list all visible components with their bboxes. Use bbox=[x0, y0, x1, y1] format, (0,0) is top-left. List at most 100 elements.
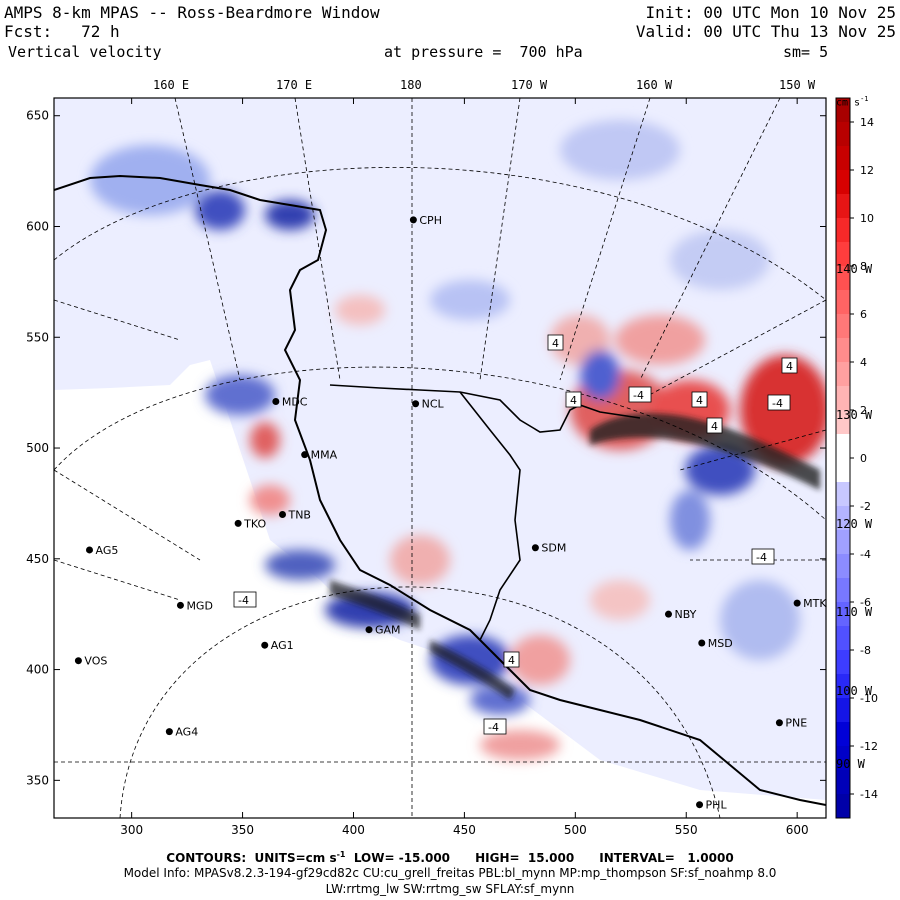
colorbar-swatch bbox=[836, 458, 850, 483]
station-label: AG4 bbox=[175, 726, 198, 739]
x-axis-ticks: 300 350 400 450 500 550 600 bbox=[120, 98, 809, 837]
station-dot bbox=[272, 398, 280, 406]
contour-label-text: 4 bbox=[570, 394, 577, 407]
station-dot bbox=[165, 728, 173, 736]
x-tick-label: 450 bbox=[453, 823, 476, 837]
velocity-blobs bbox=[90, 120, 826, 760]
colorbar-swatch bbox=[836, 146, 850, 171]
dense-contour-band bbox=[330, 413, 820, 700]
contour-label-box: -4 bbox=[483, 718, 507, 735]
x-tick-label: 550 bbox=[675, 823, 698, 837]
contour-label-text: -4 bbox=[488, 721, 499, 734]
station-label: VOS bbox=[84, 655, 107, 668]
no-data-region bbox=[54, 360, 826, 818]
station-markers: CPH MDC NCL MMA TNB TKO AG5 SDM MGD NBY MTK GAM AG1 M… bbox=[74, 214, 827, 812]
station-dot bbox=[176, 601, 184, 609]
x-tick-label: 600 bbox=[786, 823, 809, 837]
y-tick-label: 400 bbox=[26, 663, 49, 677]
station-dot bbox=[696, 801, 704, 809]
y-tick-label: 350 bbox=[26, 773, 49, 787]
contour-label-text: 4 bbox=[711, 420, 718, 433]
contour-label-text: -4 bbox=[756, 551, 767, 564]
colorbar-swatch bbox=[836, 218, 850, 243]
contour-label-text: 4 bbox=[552, 337, 559, 350]
station-label: MSD bbox=[708, 637, 733, 650]
station-label: TKO bbox=[243, 517, 266, 530]
x-tick-label: 500 bbox=[564, 823, 587, 837]
colorbar-swatch bbox=[836, 794, 850, 819]
y-axis-ticks: 650 600 550 500 450 400 350 bbox=[26, 109, 826, 787]
colorbar-swatch bbox=[836, 554, 850, 579]
init-time: Init: 00 UTC Mon 10 Nov 25 bbox=[645, 3, 896, 22]
station-dot bbox=[793, 599, 801, 607]
x-tick-label: 400 bbox=[342, 823, 365, 837]
colorbar-tick-label: 10 bbox=[860, 212, 874, 225]
contour-label-text: -4 bbox=[238, 594, 249, 607]
contours-info: CONTOURS: UNITS=cm s-1 LOW= -15.000 HIGH… bbox=[166, 850, 734, 865]
colorbar-swatch bbox=[836, 506, 850, 531]
lon-label-120w: 120 W bbox=[836, 517, 873, 531]
colorbar-tick-label: -14 bbox=[860, 788, 878, 801]
colorbar-tick-label: 12 bbox=[860, 164, 874, 177]
lon-label-110w: 110 W bbox=[836, 605, 873, 619]
station-dot bbox=[85, 546, 93, 554]
station-dot bbox=[664, 610, 672, 618]
map-frame bbox=[53, 97, 827, 819]
station-label: AG5 bbox=[95, 544, 118, 557]
colorbar-swatch bbox=[836, 770, 850, 795]
colorbar-swatch bbox=[836, 266, 850, 291]
y-tick-label: 550 bbox=[26, 330, 49, 344]
station-label: MGD bbox=[186, 599, 213, 612]
colorbar-swatch bbox=[836, 122, 850, 147]
colorbar-unit: cm s-1 bbox=[836, 95, 869, 109]
colorbar-tick-label: 0 bbox=[860, 452, 867, 465]
lon-label-170e: 170 E bbox=[276, 78, 313, 92]
lon-label-160w: 160 W bbox=[636, 78, 673, 92]
colorbar-swatch bbox=[836, 98, 850, 123]
model-info: Model Info: MPASv8.2.3-194-gf29cd82c CU:… bbox=[123, 866, 777, 880]
colorbar-swatch bbox=[836, 242, 850, 267]
colorbar: 14 12 10 8 6 4 2 0 -2 -4 -6 -8 -10 -12 -14 bbox=[835, 97, 878, 819]
contour-label-box: 4 bbox=[565, 391, 582, 408]
smoothing-value: sm= 5 bbox=[783, 43, 829, 61]
lon-label-100w: 100 W bbox=[836, 684, 873, 698]
field-name: Vertical velocity bbox=[8, 43, 162, 61]
station-dot bbox=[234, 519, 242, 527]
station-dot bbox=[261, 641, 269, 649]
station-label: CPH bbox=[419, 214, 442, 227]
station-label: NBY bbox=[674, 608, 696, 621]
colorbar-swatch bbox=[836, 674, 850, 699]
station-label: PHL bbox=[706, 799, 728, 812]
valid-time: Valid: 00 UTC Thu 13 Nov 25 bbox=[635, 22, 896, 41]
y-tick-label: 450 bbox=[26, 552, 49, 566]
station-dot bbox=[409, 216, 417, 224]
colorbar-swatch bbox=[836, 170, 850, 195]
coastline bbox=[54, 174, 826, 806]
colorbar-swatch bbox=[836, 650, 850, 675]
colorbar-tick-label: -6 bbox=[860, 596, 871, 609]
ice-shelf-front bbox=[329, 384, 641, 433]
colorbar-swatch bbox=[836, 194, 850, 219]
lon-label-150w: 150 W bbox=[779, 78, 816, 92]
colorbar-swatch bbox=[836, 434, 850, 459]
contour-label-text: -4 bbox=[633, 389, 644, 402]
pressure-level: at pressure = 700 hPa bbox=[384, 43, 583, 61]
lon-label-130w: 130 W bbox=[836, 408, 873, 422]
contour-label-box: -4 bbox=[751, 548, 775, 565]
colorbar-swatch bbox=[836, 290, 850, 315]
colorbar-tick-label: -8 bbox=[860, 644, 871, 657]
colorbar-tick-label: 14 bbox=[860, 116, 874, 129]
contour-label-text: -4 bbox=[772, 397, 783, 410]
ice-shelf-edge bbox=[459, 391, 521, 641]
contour-label-text: 4 bbox=[786, 360, 793, 373]
colorbar-swatch bbox=[836, 362, 850, 387]
lon-label-170w: 170 W bbox=[511, 78, 548, 92]
lon-label-180: 180 bbox=[400, 78, 422, 92]
contour-label-box: 4 bbox=[691, 391, 708, 408]
colorbar-tick-label: 4 bbox=[860, 356, 867, 369]
colorbar-swatch bbox=[836, 602, 850, 627]
colorbar-tick-label: 6 bbox=[860, 308, 867, 321]
colorbar-tick-label: 2 bbox=[860, 404, 867, 417]
map-title: AMPS 8-km MPAS -- Ross-Beardmore Window bbox=[4, 3, 380, 22]
